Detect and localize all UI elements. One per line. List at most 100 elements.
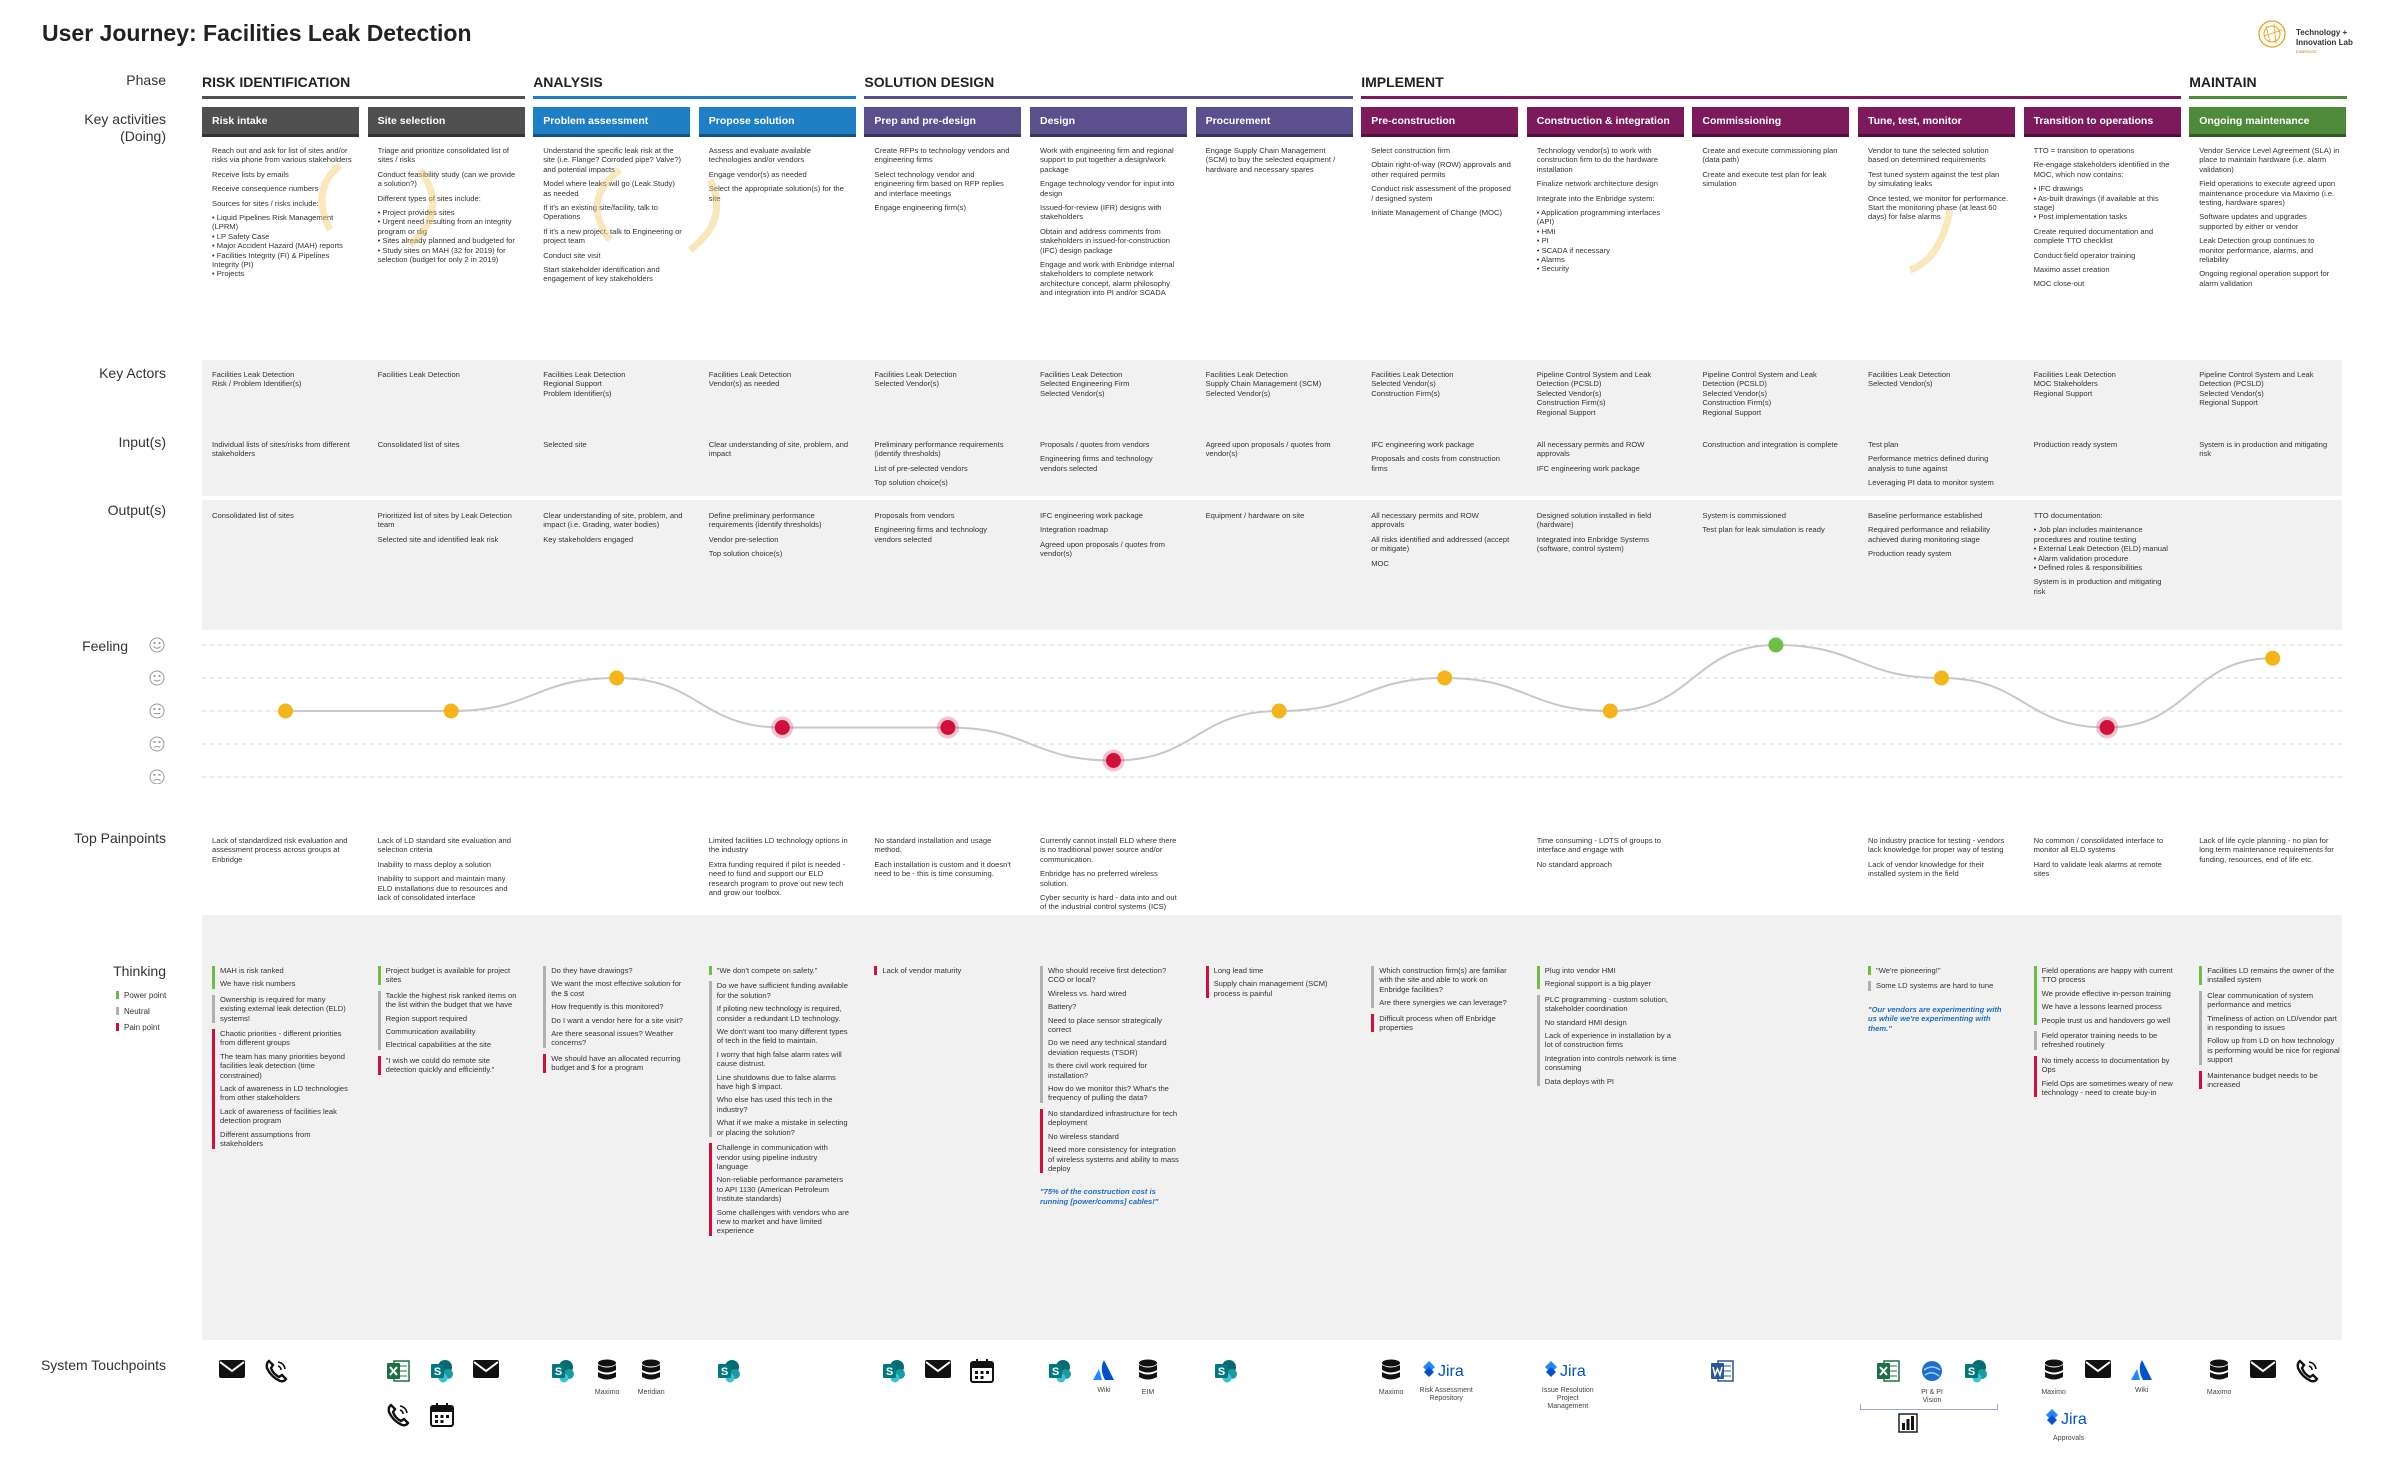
outputs-cell-text: Consolidated list of sites bbox=[212, 511, 294, 520]
mail-icon[interactable] bbox=[2243, 1358, 2283, 1385]
doing-cell-text: Engage vendor(s) as needed bbox=[708, 169, 807, 179]
phone-icon[interactable] bbox=[256, 1358, 296, 1389]
calendar-icon[interactable] bbox=[962, 1358, 1002, 1389]
thinking-cell: "We don't compete on safety." Do we have … bbox=[708, 966, 850, 1336]
inputs-cell-text: Test plan bbox=[1868, 440, 1899, 449]
database-icon[interactable]: Maximo bbox=[587, 1358, 627, 1397]
pain-cell-text: Lack of life cycle planning - no plan fo… bbox=[2199, 836, 2334, 864]
activity-header[interactable]: Prep and pre-design bbox=[864, 107, 1022, 137]
thinking-block-n: Field operator training needs to be refr… bbox=[2033, 1031, 2175, 1050]
activity-header[interactable]: Construction & integration bbox=[1526, 107, 1684, 137]
calendar-icon[interactable] bbox=[422, 1402, 462, 1433]
thinking-item: PLC programming - custom solution, stake… bbox=[1544, 994, 1669, 1014]
outputs-cell-text: Selected site and identified leak risk bbox=[377, 534, 499, 544]
thinking-item: Field operator training needs to be refr… bbox=[2041, 1031, 2158, 1050]
activity-header[interactable]: Procurement bbox=[1195, 107, 1353, 137]
activity-header[interactable]: Problem assessment bbox=[533, 107, 691, 137]
inputs-cell: Consolidated list of sites bbox=[378, 440, 519, 498]
jira-icon[interactable]: Jira Risk Assessment Repository bbox=[1415, 1358, 1477, 1403]
jira-icon: Jira bbox=[2045, 1409, 2086, 1428]
thinking-item: I worry that high false alarm rates will… bbox=[716, 1049, 842, 1069]
thinking-item: No standard HMI design bbox=[1544, 1017, 1627, 1027]
globe-icon[interactable]: PI & PI Vision bbox=[1912, 1358, 1952, 1405]
database-icon[interactable]: Maximo bbox=[2199, 1358, 2239, 1397]
mail-icon[interactable] bbox=[918, 1358, 958, 1385]
outputs-cell: System is commissioned Test plan for leak… bbox=[1702, 511, 1843, 627]
inputs-cell-text: Individual lists of sites/risks from dif… bbox=[212, 440, 350, 459]
sharepoint-icon[interactable]: S bbox=[1956, 1358, 1996, 1389]
jira-icon[interactable]: Jira Issue Resolution Project Management bbox=[1537, 1358, 1599, 1411]
row-label-inputs: Input(s) bbox=[118, 434, 166, 450]
atlassian-icon bbox=[1093, 1360, 1114, 1380]
phone-icon[interactable] bbox=[378, 1402, 418, 1433]
activity-header[interactable]: Design bbox=[1030, 107, 1187, 137]
inputs-cell-text: IFC engineering work package bbox=[1536, 463, 1640, 473]
thinking-item: What if we make a mistake in selecting o… bbox=[716, 1118, 848, 1137]
thinking-item: Are there seasonal issues? Weather conce… bbox=[551, 1029, 674, 1048]
sharepoint-icon[interactable]: S bbox=[1040, 1358, 1080, 1389]
sharepoint-icon[interactable]: S bbox=[543, 1358, 583, 1389]
thinking-item: Non-reliable performance parameters to A… bbox=[716, 1175, 843, 1204]
pain-cell: Lack of life cycle planning - no plan fo… bbox=[2199, 836, 2340, 912]
actors-cell: Pipeline Control System and Leak Detecti… bbox=[1702, 370, 1817, 417]
thinking-quote: "75% of the construction cost is running… bbox=[1040, 1187, 1159, 1206]
inputs-cell-text: Performance metrics defined during analy… bbox=[1868, 454, 1989, 473]
thinking-item: Who should receive first detection? CCO … bbox=[1048, 966, 1167, 985]
sharepoint-icon: S bbox=[1049, 1360, 1071, 1383]
activity-header[interactable]: Ongoing maintenance bbox=[2189, 107, 2347, 137]
sharepoint-icon[interactable]: S bbox=[874, 1358, 914, 1389]
doing-cell-text: Ongoing regional operation support for a… bbox=[2199, 269, 2330, 288]
sharepoint-icon[interactable]: S bbox=[1206, 1358, 1246, 1389]
doing-cell-text: Create RFPs to technology vendors and en… bbox=[874, 146, 1010, 165]
excel-icon[interactable] bbox=[1868, 1358, 1908, 1389]
outputs-cell: Prioritized list of sites by Leak Detect… bbox=[378, 511, 519, 627]
activity-header[interactable]: Pre-construction bbox=[1361, 107, 1519, 137]
touchpoint-label: Maximo bbox=[594, 1389, 620, 1396]
pain-cell-text: No standard installation and usage metho… bbox=[874, 836, 992, 855]
row-band bbox=[202, 360, 2342, 432]
inputs-cell-text: Proposals / quotes from vendors bbox=[1040, 440, 1150, 449]
database-icon[interactable]: EIM bbox=[1128, 1358, 1168, 1397]
jira-icon[interactable]: Jira Approvals bbox=[2038, 1406, 2100, 1443]
doing-cell-text: Integrate into the Enbridge system: bbox=[1536, 193, 1655, 203]
calendar-icon bbox=[970, 1359, 995, 1383]
activity-header[interactable]: Risk intake bbox=[202, 107, 359, 137]
phase-bar bbox=[2189, 96, 2347, 99]
word-icon[interactable] bbox=[1702, 1358, 1742, 1389]
doing-cell-text: Triage and prioritize consolidated list … bbox=[377, 146, 510, 165]
sharepoint-icon[interactable]: S bbox=[422, 1358, 462, 1389]
mail-icon[interactable] bbox=[466, 1358, 506, 1385]
atlassian-icon[interactable]: Wiki bbox=[2122, 1358, 2162, 1395]
doing-cell-text: Obtain and address comments from stakeho… bbox=[1040, 226, 1170, 255]
excel-icon[interactable] bbox=[378, 1358, 418, 1389]
mail-icon[interactable] bbox=[2078, 1358, 2118, 1385]
database-icon[interactable]: Meridian bbox=[631, 1358, 671, 1397]
atlassian-icon[interactable]: Wiki bbox=[1084, 1358, 1124, 1395]
activity-header[interactable]: Site selection bbox=[367, 107, 525, 137]
activity-header[interactable]: Transition to operations bbox=[2023, 107, 2181, 137]
inputs-cell-text: Clear understanding of site, problem, an… bbox=[708, 440, 849, 459]
touchpoint-label: Wiki bbox=[1097, 1387, 1111, 1394]
doing-cell: Select construction firm Obtain right-of-… bbox=[1371, 146, 1512, 354]
doing-cell-text: Reach out and ask for list of sites and/… bbox=[212, 146, 352, 165]
activity-header[interactable]: Tune, test, monitor bbox=[1858, 107, 2015, 137]
phone-icon[interactable] bbox=[2287, 1358, 2327, 1389]
database-icon[interactable]: Maximo bbox=[2034, 1358, 2074, 1397]
outputs-cell-text: TTO documentation: bbox=[2033, 511, 2103, 520]
calendar-icon bbox=[429, 1403, 454, 1427]
database-icon[interactable]: Maximo bbox=[1371, 1358, 1411, 1397]
outputs-cell: Clear understanding of site, problem, an… bbox=[543, 511, 684, 627]
svg-text:S: S bbox=[433, 1366, 440, 1378]
mail-icon[interactable] bbox=[212, 1358, 252, 1385]
row-band bbox=[202, 432, 2342, 496]
activity-header[interactable]: Commissioning bbox=[1692, 107, 1850, 137]
sharepoint-icon[interactable]: S bbox=[709, 1358, 749, 1389]
pain-cell-text: Cyber security is hard - data into and o… bbox=[1040, 893, 1177, 912]
pain-cell-text: No common / consolidated interface to mo… bbox=[2033, 836, 2164, 855]
phone-icon bbox=[265, 1359, 288, 1383]
powerbi-icon[interactable] bbox=[1888, 1410, 1928, 1439]
doing-cell-text: Select the appropriate solution(s) for t… bbox=[708, 184, 844, 203]
feeling-point-pain bbox=[1106, 753, 1121, 768]
doing-cell-text: Receive lists by emails bbox=[212, 169, 289, 179]
activity-header[interactable]: Propose solution bbox=[698, 107, 856, 137]
